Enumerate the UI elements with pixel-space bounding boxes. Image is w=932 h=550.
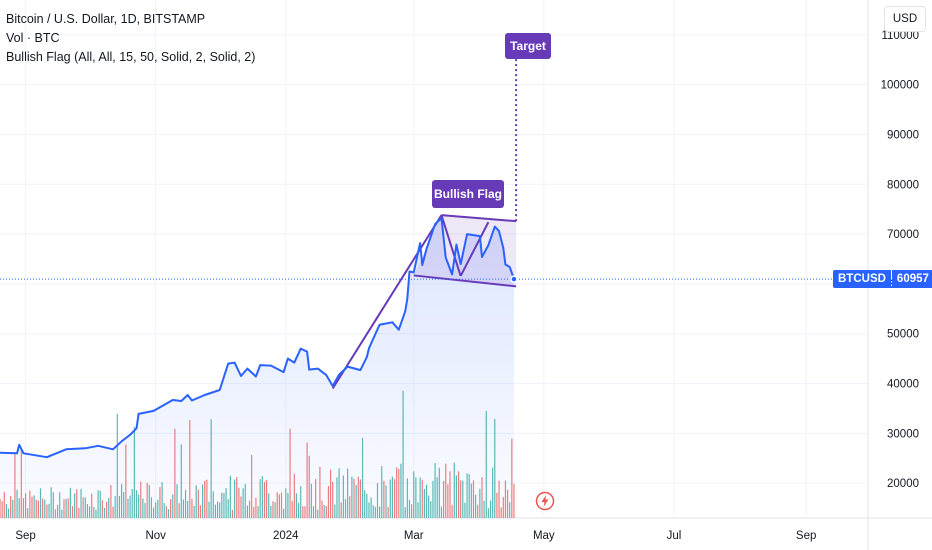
y-tick-label: 100000: [881, 80, 919, 92]
y-tick-label: 90000: [887, 129, 919, 141]
y-tick-label: 70000: [887, 229, 919, 241]
chart-legend: Bitcoin / U.S. Dollar, 1D, BITSTAMP Vol …: [6, 10, 255, 67]
bullish-flag-label[interactable]: Bullish Flag: [432, 180, 504, 208]
x-tick-label: Jul: [667, 530, 682, 542]
y-tick-label: 40000: [887, 379, 919, 391]
price-area-fill: [0, 218, 514, 518]
symbol-title[interactable]: Bitcoin / U.S. Dollar, 1D, BITSTAMP: [6, 12, 206, 26]
flag-fill: [413, 215, 517, 287]
x-tick-label: 2024: [273, 530, 299, 542]
flag-swing-line: [459, 221, 490, 277]
time-axis: Sep Nov 2024 Mar May Jul Sep: [15, 530, 816, 542]
target-label[interactable]: Target: [505, 33, 551, 59]
flag-upper-line: [441, 214, 517, 223]
price-tag-value: 60957: [891, 270, 932, 289]
volume-legend[interactable]: Vol · BTC: [6, 31, 60, 45]
flag-swing-line: [440, 214, 462, 277]
flag-lower-line: [413, 274, 517, 288]
y-tick-label: 30000: [887, 428, 919, 440]
bullish-flag-pattern: [331, 43, 522, 390]
indicator-legend[interactable]: Bullish Flag (All, All, 15, 50, Solid, 2…: [6, 50, 256, 64]
y-tick-label: 80000: [887, 179, 919, 191]
last-price-dot: [510, 275, 518, 283]
x-tick-label: Nov: [145, 530, 166, 542]
x-tick-label: Sep: [796, 530, 816, 542]
currency-button[interactable]: USD: [884, 6, 926, 32]
y-tick-label: 110000: [881, 30, 919, 42]
y-tick-label: 20000: [887, 478, 919, 490]
price-line: [0, 217, 515, 459]
x-tick-label: Mar: [404, 530, 424, 542]
x-tick-label: May: [533, 530, 555, 542]
price-axis: 2000030000400005000060000700008000090000…: [881, 30, 919, 490]
flash-icon[interactable]: [535, 491, 555, 511]
flag-pole: [331, 214, 443, 390]
price-tag-symbol: BTCUSD: [833, 270, 891, 289]
last-price-tag: BTCUSD 60957: [833, 270, 932, 289]
x-tick-label: Sep: [15, 530, 35, 542]
y-tick-label: 50000: [887, 329, 919, 341]
